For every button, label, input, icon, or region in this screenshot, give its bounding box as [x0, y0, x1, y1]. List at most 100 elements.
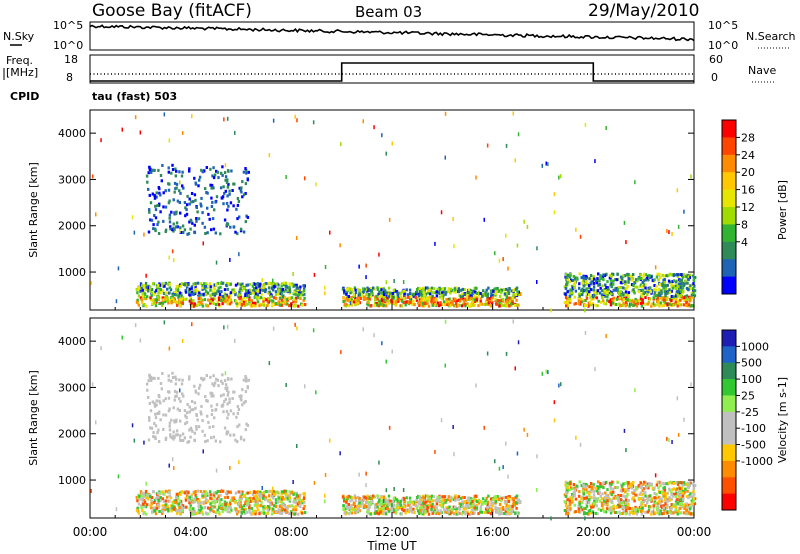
power-cell	[470, 296, 473, 300]
velocity-cell	[677, 509, 681, 513]
power-cell	[290, 296, 294, 300]
power-cell	[193, 193, 197, 197]
power-cell	[563, 285, 567, 289]
power-cell	[591, 279, 594, 282]
velocity-cell	[577, 505, 581, 509]
power-cell	[682, 273, 686, 277]
velocity-cell	[221, 507, 225, 511]
power-cell	[157, 288, 160, 292]
velocity-cell	[244, 400, 247, 403]
power-cell	[664, 284, 668, 288]
power-cell	[661, 273, 664, 277]
power-cell	[235, 304, 239, 308]
power-cell	[592, 293, 596, 297]
velocity-cell	[198, 509, 201, 513]
power-cell	[580, 289, 583, 293]
velocity-cell	[221, 403, 225, 407]
power-cell	[179, 284, 182, 288]
velocity-cell	[196, 498, 200, 501]
velocity-cell	[245, 491, 248, 495]
velocity-cell	[672, 505, 675, 509]
velocity-cell	[206, 492, 209, 495]
noise-left-tick-bottom: 10^0	[53, 39, 83, 52]
velocity-cell	[601, 492, 604, 496]
power-cell	[639, 283, 643, 287]
velocity-cell	[430, 494, 434, 498]
power-cell	[541, 163, 543, 168]
power-cell	[220, 171, 223, 175]
velocity-cell	[632, 481, 635, 484]
velocity-cell	[450, 507, 454, 511]
power-cell	[428, 287, 431, 291]
velocity-cell	[482, 497, 485, 501]
power-cell	[201, 283, 204, 287]
power-cell	[498, 258, 501, 263]
velocity-cell	[227, 503, 230, 507]
velocity-cell	[162, 427, 165, 431]
velocity-cell	[210, 394, 213, 398]
power-cell	[172, 222, 175, 226]
velocity-cell	[507, 504, 510, 508]
velocity-cell	[229, 499, 233, 503]
power-cell	[606, 280, 609, 284]
velocity-cell	[438, 503, 442, 507]
velocity-cell	[523, 427, 525, 432]
velocity-cell	[226, 393, 230, 397]
power-cell	[600, 289, 604, 293]
power-cell	[303, 292, 306, 296]
velocity-cell	[217, 504, 221, 508]
power-cell	[494, 290, 497, 294]
velocity-cell	[649, 505, 652, 509]
velocity-cell	[258, 499, 261, 502]
velocity-cell	[669, 480, 672, 484]
velocity-cell	[471, 500, 474, 504]
power-cell	[431, 291, 435, 295]
velocity-cell	[292, 505, 296, 509]
velocity-cell	[284, 489, 288, 493]
velocity-cell	[679, 490, 682, 494]
velocity-cell	[474, 494, 477, 498]
velocity-cell	[180, 505, 184, 509]
power-cell	[238, 291, 241, 294]
power-cell	[152, 227, 155, 231]
power-cell	[188, 299, 191, 303]
power-cell	[171, 296, 174, 300]
power-cell	[584, 308, 586, 313]
velocity-cell	[252, 512, 255, 516]
velocity-cell	[565, 483, 568, 487]
velocity-cell	[465, 503, 469, 507]
power-cell	[286, 288, 289, 292]
velocity-cell	[462, 507, 466, 511]
velocity-cell	[186, 440, 189, 444]
velocity-cell	[201, 378, 204, 382]
power-cell	[242, 170, 246, 174]
velocity-cell	[470, 510, 473, 514]
velocity-cell	[639, 491, 643, 495]
velocity-cell	[226, 510, 229, 514]
velocity-cell	[649, 498, 652, 502]
power-cell	[290, 283, 293, 287]
power-cell	[454, 304, 457, 308]
velocity-cell	[668, 496, 671, 500]
power-cell	[185, 212, 189, 216]
velocity-cell	[238, 394, 241, 398]
power-cell	[249, 288, 252, 292]
power-cell	[689, 273, 692, 277]
power-cell	[236, 302, 240, 306]
velocity-cell	[146, 388, 149, 392]
velocity-cell	[222, 410, 225, 414]
velocity-cell	[674, 495, 677, 498]
velocity-cell	[422, 509, 424, 514]
power-cell	[422, 301, 424, 306]
power-cell	[468, 298, 471, 302]
velocity-cell	[670, 503, 673, 506]
power-cell	[147, 230, 151, 234]
velocity-cell	[636, 493, 639, 497]
velocity-cell	[479, 500, 482, 503]
power-cell	[365, 263, 367, 268]
velocity-cell	[343, 499, 346, 503]
velocity-cell	[206, 439, 209, 443]
velocity-cell	[505, 512, 508, 516]
velocity-cell	[452, 498, 455, 502]
power-cell	[653, 278, 656, 282]
